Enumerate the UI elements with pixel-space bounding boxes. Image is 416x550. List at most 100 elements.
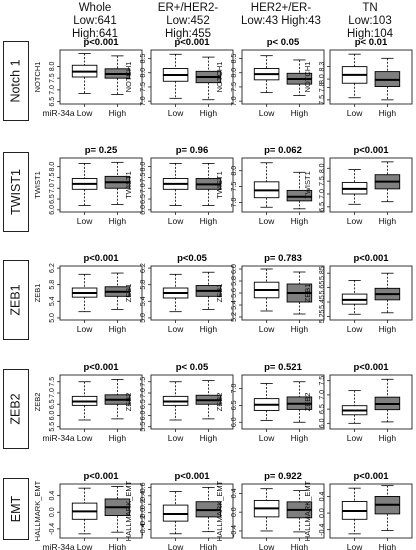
y-tick-label: 0.4 [231, 488, 238, 498]
box-high [374, 485, 401, 531]
y-tick-label: 6.5 [49, 399, 56, 409]
x-tick-label: High [200, 542, 218, 550]
box-high [286, 381, 313, 423]
x-tick-label: Low [259, 108, 275, 118]
y-tick-label: 6.0 [140, 411, 147, 421]
y-tick-label: 0.6 [140, 482, 147, 492]
y-tick-label: 6.5 [49, 97, 56, 107]
x-tick-label: Low [259, 216, 275, 226]
x-tick-label: Low [347, 108, 363, 118]
boxplot-panel: p= 0.062 TWIST1 7.0 7.5 8.0 Low High [215, 145, 325, 226]
y-tick-label: 5.0 [49, 313, 56, 323]
boxplot-panel: p<0.05 ZEB1 5.0 5.4 5.8 6.2 Low High [124, 253, 234, 334]
y-tick-label: 5.85 [319, 266, 326, 280]
y-tick-label: 6.0 [49, 411, 56, 421]
box-low [71, 162, 98, 206]
y-tick-label: 8.0 [49, 61, 56, 71]
y-tick-label: 6.0 [319, 418, 326, 428]
y-tick-label: 5.0 [140, 313, 147, 323]
y-tick-label: 8.0 [140, 68, 147, 78]
row-label-zeb2: ZEB2 [3, 369, 29, 449]
plot-frame [150, 374, 234, 430]
y-tick-label: 6.2 [49, 263, 56, 273]
group-prefix-label: miR-34a [42, 108, 74, 118]
boxplot-panel: p<0.001 HALLMARK_EMT -0.4-0.20.00.20.40.6 L… [124, 471, 234, 550]
y-tick-label: 8.0 [49, 162, 56, 172]
x-tick-label: Low [347, 433, 363, 443]
y-tick-label: 7.0 [49, 183, 56, 193]
y-tick-label: 6.2 [140, 263, 147, 273]
y-tick-label: 5.5 [49, 422, 56, 432]
box-low [162, 491, 189, 535]
box-low [341, 53, 368, 99]
y-tick-label: -0.4 [140, 523, 147, 535]
row-label-notch1: Notch 1 [3, 41, 29, 121]
y-axis-label: HALLMARK_EMT [303, 480, 312, 541]
p-value-label: p= 0.521 [264, 362, 302, 373]
y-axis-label: NOTCH1 [303, 62, 312, 93]
y-tick-label: 0.4 [49, 491, 56, 501]
y-axis-label: TWIST1 [33, 171, 42, 199]
y-tick-label: 0.4 [319, 491, 326, 501]
box-high [286, 271, 313, 315]
y-tick-label: 0.0 [140, 508, 147, 518]
p-value-label: p= 0.062 [264, 145, 302, 156]
y-tick-label: 8.0 [140, 162, 147, 172]
y-tick-label: 0.0 [49, 507, 56, 517]
boxplot-panel: p< 0.01 NOTCH1 7.5 7.88.0 8.3 Low High [303, 37, 413, 118]
column-counts: Low:43 High:43 [241, 15, 321, 27]
box-low [162, 162, 189, 206]
y-tick-label: 8.0 [231, 166, 238, 176]
y-axis-label: ZEB1 [215, 284, 224, 303]
box-high [374, 272, 401, 314]
y-tick-label: 5.8 [231, 276, 238, 286]
x-tick-label: High [379, 108, 397, 118]
x-tick-label: Low [347, 324, 363, 334]
box-high [195, 486, 222, 533]
box-body [286, 189, 313, 202]
boxplot-panel: p< 0.05 ZEB2 5.56.0 6.57.07.5 Low High [124, 362, 234, 443]
box-low [71, 381, 98, 421]
column-counts: Low:452 High:455 [164, 15, 212, 40]
x-tick-label: Low [259, 324, 275, 334]
y-tick-label: 7.0 [140, 388, 147, 398]
plot-frame [59, 265, 143, 321]
plot-frame [329, 374, 413, 430]
column-counts: Low:641 High:641 [71, 15, 119, 40]
box-low [341, 487, 368, 535]
y-tick-label: 5.6 [231, 288, 238, 298]
y-axis-label: HALLMARK_EMT [124, 480, 133, 541]
p-value-label: p= 0.96 [176, 145, 208, 156]
box-low [162, 53, 189, 99]
y-tick-label: 7.5 [49, 377, 56, 387]
x-tick-label: High [379, 433, 397, 443]
p-value-label: p= 0.25 [85, 145, 118, 156]
y-tick-label: 5.4 [49, 296, 56, 306]
boxplot-panel: p= 0.96 TWIST1 6.06.57.07.58.0 Low High [124, 145, 234, 226]
y-tick-label: 6.0 [49, 205, 56, 215]
y-tick-label: 7.0 [49, 388, 56, 398]
y-tick-label: 7.0 [231, 197, 238, 207]
y-tick-label: 7.5 [231, 82, 238, 92]
p-value-label: p<0.05 [177, 253, 208, 264]
boxplot-panel: p<0.001 HALLMARK_EMT -0.4 0.0 0.4 Low High miR-… [33, 471, 143, 550]
y-tick-label: 7.0 [49, 85, 56, 95]
box-low [253, 488, 280, 532]
y-tick-label: -0.4 [319, 524, 326, 536]
y-tick-label: 6.5 [140, 399, 147, 409]
box-high [374, 161, 401, 203]
y-tick-label: 7.0 [231, 96, 238, 106]
y-tick-label: 8.3 [319, 62, 326, 72]
y-axis-label: ZEB1 [124, 284, 133, 303]
y-tick-label: -0.4 [49, 523, 56, 535]
y-tick-label: 5.8 [49, 280, 56, 290]
y-tick-label: 8.0 [231, 68, 238, 78]
y-axis-label: ZEB2 [303, 393, 312, 412]
y-tick-label: 5.5 [140, 422, 147, 432]
row-label-zeb1: ZEB1 [3, 260, 29, 340]
plot-frame [150, 265, 234, 321]
p-value-label: p<0.001 [174, 471, 210, 482]
y-tick-label: 8.0 [319, 163, 326, 173]
column-header-whole: Whole Low:641 High:641 [50, 2, 140, 41]
